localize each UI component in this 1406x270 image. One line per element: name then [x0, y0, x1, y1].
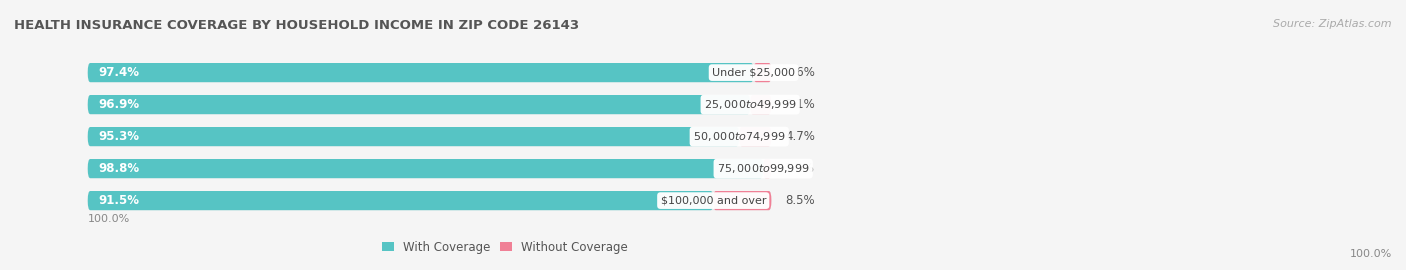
- FancyBboxPatch shape: [754, 63, 772, 82]
- FancyBboxPatch shape: [713, 191, 772, 210]
- Text: 98.8%: 98.8%: [98, 162, 139, 175]
- Legend: With Coverage, Without Coverage: With Coverage, Without Coverage: [381, 241, 628, 254]
- FancyBboxPatch shape: [87, 63, 772, 82]
- FancyBboxPatch shape: [87, 95, 772, 114]
- Text: 4.7%: 4.7%: [785, 130, 815, 143]
- Text: $25,000 to $49,999: $25,000 to $49,999: [704, 98, 796, 111]
- FancyBboxPatch shape: [751, 95, 772, 114]
- Text: $100,000 and over: $100,000 and over: [661, 195, 766, 205]
- Text: 3.1%: 3.1%: [785, 98, 815, 111]
- Text: 1.2%: 1.2%: [785, 162, 815, 175]
- Text: 91.5%: 91.5%: [98, 194, 139, 207]
- FancyBboxPatch shape: [87, 159, 772, 178]
- Text: HEALTH INSURANCE COVERAGE BY HOUSEHOLD INCOME IN ZIP CODE 26143: HEALTH INSURANCE COVERAGE BY HOUSEHOLD I…: [14, 19, 579, 32]
- Text: $50,000 to $74,999: $50,000 to $74,999: [693, 130, 786, 143]
- Text: $75,000 to $99,999: $75,000 to $99,999: [717, 162, 810, 175]
- Text: 100.0%: 100.0%: [87, 214, 129, 224]
- FancyBboxPatch shape: [87, 191, 713, 210]
- FancyBboxPatch shape: [87, 127, 772, 146]
- Text: 96.9%: 96.9%: [98, 98, 139, 111]
- Text: Under $25,000: Under $25,000: [711, 68, 794, 77]
- FancyBboxPatch shape: [87, 95, 751, 114]
- Text: 97.4%: 97.4%: [98, 66, 139, 79]
- Text: Source: ZipAtlas.com: Source: ZipAtlas.com: [1274, 19, 1392, 29]
- FancyBboxPatch shape: [763, 159, 772, 178]
- FancyBboxPatch shape: [740, 127, 772, 146]
- Text: 95.3%: 95.3%: [98, 130, 139, 143]
- Text: 100.0%: 100.0%: [1350, 249, 1392, 259]
- FancyBboxPatch shape: [87, 191, 772, 210]
- FancyBboxPatch shape: [87, 63, 754, 82]
- FancyBboxPatch shape: [87, 127, 740, 146]
- Text: 2.6%: 2.6%: [785, 66, 815, 79]
- Text: 8.5%: 8.5%: [785, 194, 814, 207]
- FancyBboxPatch shape: [87, 159, 763, 178]
